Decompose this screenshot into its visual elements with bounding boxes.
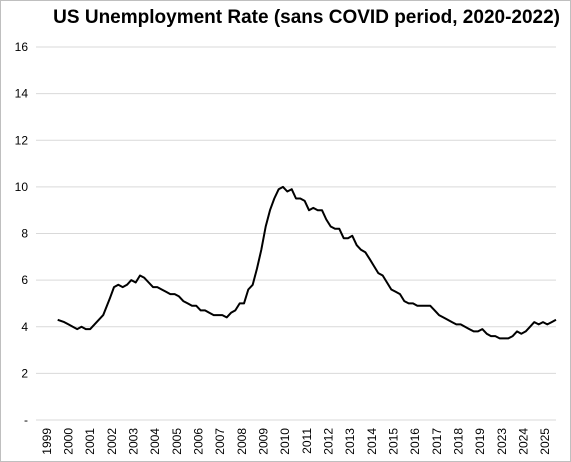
x-tick-label: 2009: [257, 428, 271, 455]
x-tick-label: 2017: [430, 428, 444, 455]
x-tick-label: 2004: [148, 428, 162, 455]
series-layer: [57, 185, 557, 340]
x-tick-label: 2003: [127, 428, 141, 455]
y-axis-ticks: - 2 4 6 8 10 12 14 16: [15, 40, 29, 427]
x-tick-label: 2019: [473, 428, 487, 455]
y-tick-label: 8: [21, 227, 28, 241]
x-tick-label: 2025: [538, 428, 552, 455]
y-tick-label: 14: [15, 87, 29, 101]
x-tick-label: 2023: [495, 428, 509, 455]
y-tick-label: 2: [21, 366, 28, 380]
x-tick-label: 2015: [387, 428, 401, 455]
x-tick-label: 2007: [213, 428, 227, 455]
x-tick-label: 2002: [105, 428, 119, 455]
x-tick-label: 2012: [322, 428, 336, 455]
x-tick-label: 2014: [365, 428, 379, 455]
x-tick-label: 2016: [408, 428, 422, 455]
x-tick-label: 2000: [62, 428, 76, 455]
y-tick-label: 6: [21, 273, 28, 287]
y-tick-label: -: [24, 413, 28, 427]
chart-title: US Unemployment Rate (sans COVID period,…: [53, 7, 560, 28]
x-axis-ticks: 1999 2000 2001 2002 2003 2004 2005 2006 2007 2008…: [40, 428, 552, 455]
x-tick-label: 2024: [517, 428, 531, 455]
x-tick-label: 2006: [192, 428, 206, 455]
x-tick-label: 2018: [452, 428, 466, 455]
x-tick-label: 2005: [170, 428, 184, 455]
x-tick-label: 2010: [278, 428, 292, 455]
gridlines: [36, 46, 556, 421]
y-tick-label: 4: [21, 320, 28, 334]
x-tick-label: 2001: [83, 428, 97, 455]
y-tick-label: 10: [15, 180, 29, 194]
x-tick-label: 2013: [343, 428, 357, 455]
y-tick-label: 16: [15, 40, 29, 54]
x-tick-label: 1999: [40, 428, 54, 455]
y-tick-label: 12: [15, 133, 29, 147]
series-line-0: [57, 185, 557, 340]
x-tick-label: 2008: [235, 428, 249, 455]
x-tick-label: 2011: [300, 428, 314, 454]
